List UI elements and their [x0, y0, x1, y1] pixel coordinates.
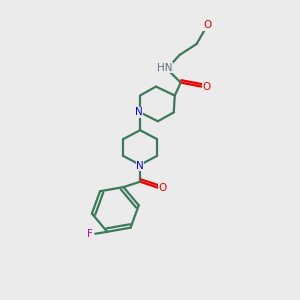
Text: O: O [202, 82, 211, 92]
Text: HN: HN [157, 63, 172, 73]
Text: O: O [159, 183, 167, 193]
Text: F: F [87, 229, 93, 239]
Text: O: O [203, 20, 211, 30]
Text: N: N [135, 107, 143, 117]
Text: N: N [136, 161, 144, 171]
